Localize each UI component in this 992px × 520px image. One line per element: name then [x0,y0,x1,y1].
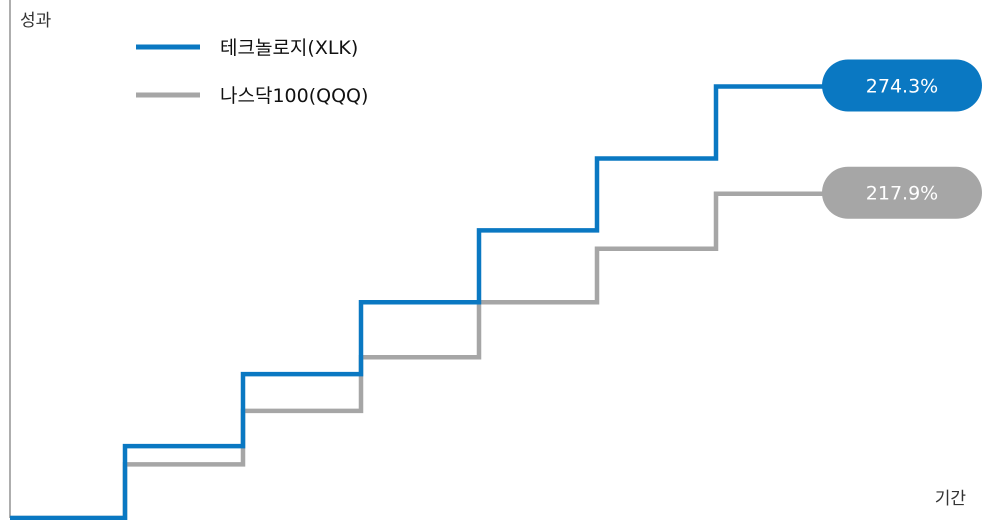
y-axis-label: 성과 [20,11,52,31]
end-badge-xlk: 274.3% [822,59,982,112]
end-value-label-xlk: 274.3% [866,76,938,98]
series-line-xlk [10,84,838,520]
legend: 테크놀로지(XLK) 나스닥100(QQQ) [136,37,368,107]
end-badge-bg-qqq [822,166,982,219]
series-layer [10,84,838,520]
end-value-badges: 274.3% 217.9% [822,59,982,219]
axes: 성과 기간 [9,0,967,518]
legend-label-qqq: 나스닥100(QQQ) [220,85,368,107]
end-value-label-qqq: 217.9% [866,183,938,205]
legend-label-xlk: 테크놀로지(XLK) [220,37,358,59]
end-badge-qqq: 217.9% [822,166,982,219]
series-line-qqq [10,191,838,520]
end-badge-bg-xlk [822,59,982,112]
x-axis-label: 기간 [935,489,967,509]
